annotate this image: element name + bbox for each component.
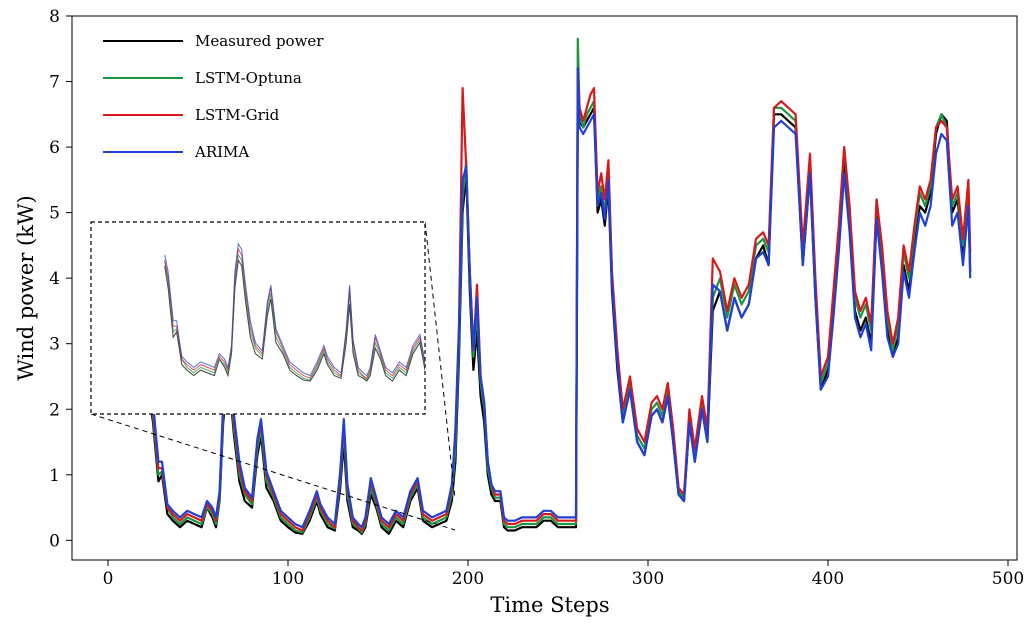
x-tick-label: 100 (272, 569, 304, 589)
x-axis: 0 100 200 300 400 500 (103, 560, 1024, 589)
y-tick-label: 0 (49, 531, 60, 551)
plot-frame (71, 15, 1018, 561)
y-tick-label: 1 (49, 466, 60, 486)
y-tick-label: 4 (49, 269, 60, 289)
x-axis-title: Time Steps (490, 593, 609, 617)
y-tick-label: 6 (49, 138, 60, 158)
series-line (148, 67, 972, 529)
y-axis: 0 1 2 3 4 5 6 7 8 (49, 7, 72, 551)
y-tick-label: 5 (49, 204, 60, 224)
y-tick-label: 8 (49, 7, 60, 27)
y-axis-title: Wind power (kW) (14, 195, 38, 380)
inset-series-line (164, 247, 425, 380)
legend-label: Measured power (195, 32, 324, 50)
x-tick-label: 400 (812, 569, 844, 589)
legend-label: LSTM-Optuna (195, 69, 302, 87)
x-tick-label: 500 (992, 569, 1024, 589)
inset-series-line (164, 253, 425, 381)
x-tick-label: 0 (103, 569, 114, 589)
x-tick-label: 300 (632, 569, 664, 589)
y-tick-label: 7 (49, 73, 60, 93)
inset-layer (90, 221, 456, 531)
legend-label: LSTM-Grid (195, 106, 280, 124)
inset-series-line (164, 258, 425, 382)
inset-series-line (164, 242, 425, 377)
inset-panel (90, 221, 426, 415)
y-tick-label: 3 (49, 335, 60, 355)
inset-connector-line (90, 413, 456, 531)
series-line (148, 67, 972, 532)
y-tick-label: 2 (49, 400, 60, 420)
legend: Measured power LSTM-Optuna LSTM-Grid ARIMA (103, 32, 324, 161)
inset-connector-line (424, 221, 456, 499)
x-tick-label: 200 (452, 569, 484, 589)
series-layer (148, 37, 972, 535)
legend-label: ARIMA (194, 143, 249, 161)
inset-series-group (164, 242, 425, 382)
